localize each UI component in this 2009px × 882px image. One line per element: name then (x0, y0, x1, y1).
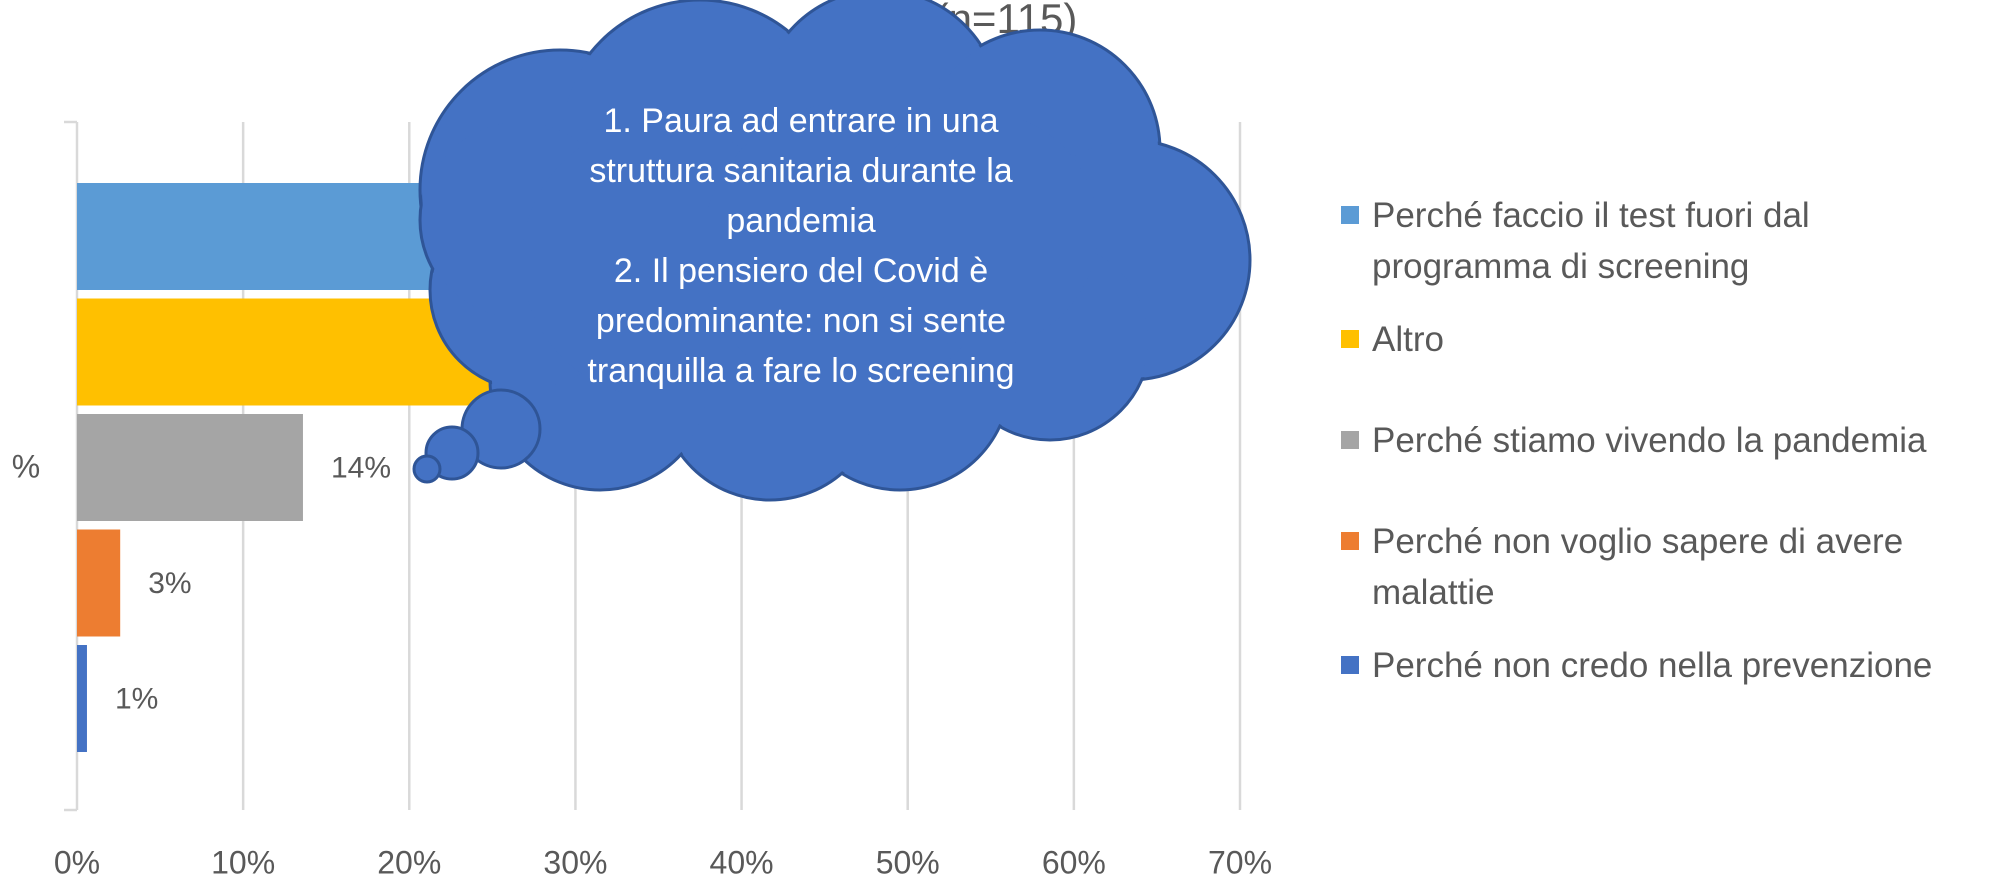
legend-swatch (1341, 656, 1359, 674)
y-tick-label: % (12, 448, 40, 484)
legend-label: Perché stiamo vivendo la pandemia (1372, 415, 1981, 466)
data-label: 1% (115, 682, 158, 715)
legend-item: Altro (1341, 314, 1981, 365)
legend-item: Perché non credo nella prevenzione (1341, 640, 1981, 691)
annotation-line: 2. Il pensiero del Covid è predominante:… (541, 246, 1061, 396)
cloud-bubble (414, 456, 440, 482)
x-tick-label: 70% (1208, 844, 1272, 880)
legend-swatch (1341, 206, 1359, 224)
legend-label: Perché non voglio sapere di avere malatt… (1372, 516, 1981, 618)
page: (n=115)0%10%20%30%40%50%60%70%%14%3%1% 1… (0, 0, 2009, 882)
x-tick-label: 60% (1042, 844, 1106, 880)
annotation-line: 1. Paura ad entrare in una struttura san… (541, 96, 1061, 246)
x-tick-label: 50% (876, 844, 940, 880)
data-label: 14% (331, 451, 391, 484)
legend-label: Altro (1372, 314, 1981, 365)
legend-swatch (1341, 431, 1359, 449)
legend-item: Perché faccio il test fuori dal programm… (1341, 190, 1981, 292)
legend-swatch (1341, 532, 1359, 550)
bar (77, 645, 87, 752)
bar (77, 414, 303, 521)
x-tick-label: 0% (54, 844, 100, 880)
legend-item: Perché non voglio sapere di avere malatt… (1341, 516, 1981, 618)
legend-label: Perché non credo nella prevenzione (1372, 640, 1981, 691)
legend-swatch (1341, 330, 1359, 348)
cloud-text: 1. Paura ad entrare in una struttura san… (541, 96, 1061, 396)
bar (77, 530, 120, 637)
x-tick-label: 40% (710, 844, 774, 880)
x-tick-label: 30% (543, 844, 607, 880)
x-tick-label: 10% (211, 844, 275, 880)
x-tick-label: 20% (377, 844, 441, 880)
legend-item: Perché stiamo vivendo la pandemia (1341, 415, 1981, 466)
legend-label: Perché faccio il test fuori dal programm… (1372, 190, 1981, 292)
legend: Perché faccio il test fuori dal programm… (1341, 190, 1981, 691)
data-label: 3% (148, 567, 191, 600)
